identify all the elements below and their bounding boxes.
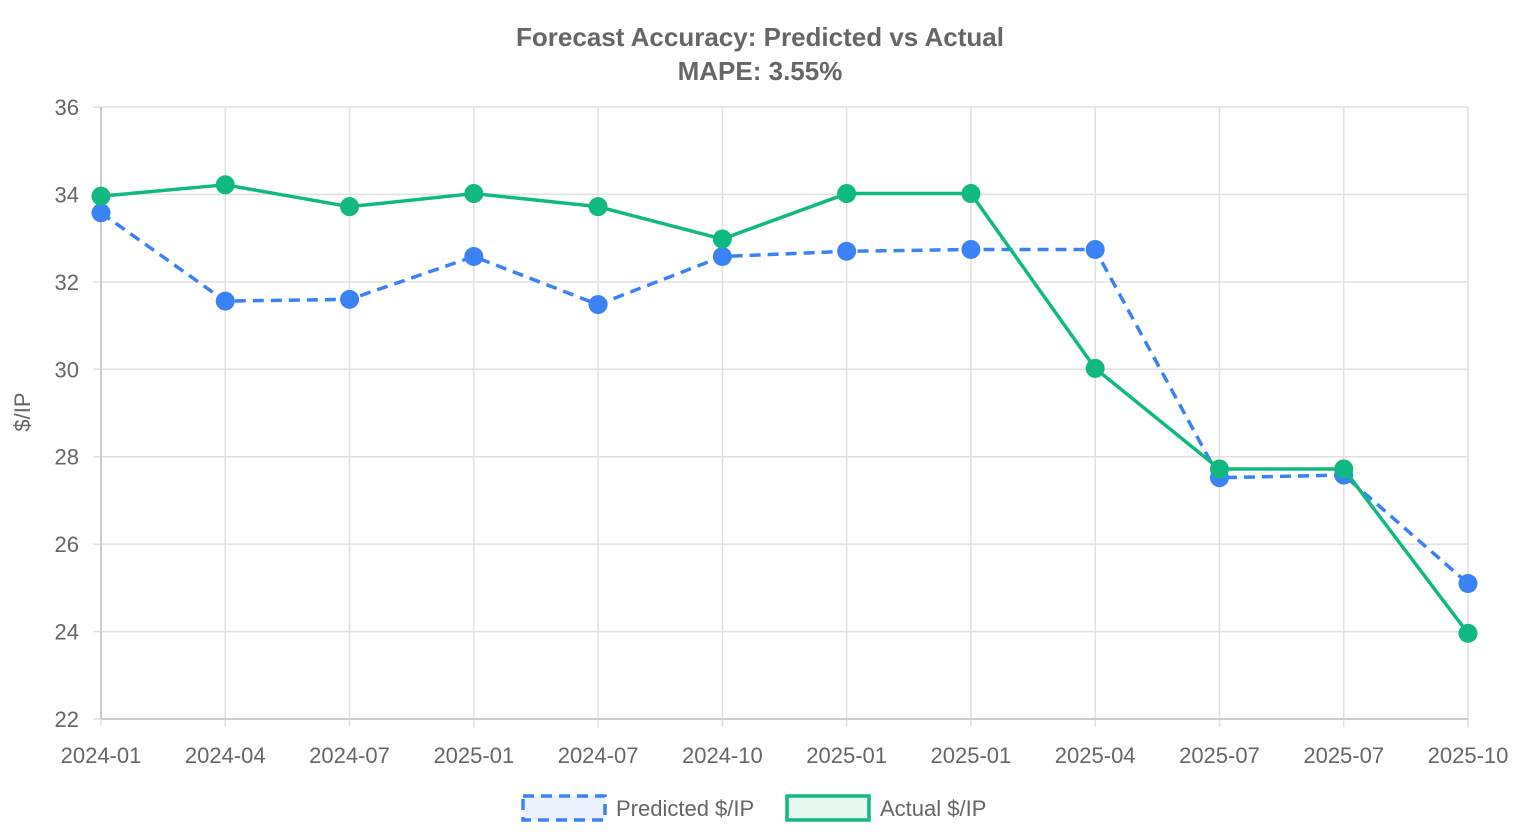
y-tick-label: 30 — [55, 357, 79, 382]
series-line-predicted — [99, 211, 1470, 585]
x-tick-label: 2024-07 — [558, 743, 639, 768]
y-tick-label: 32 — [55, 270, 79, 295]
data-point-predicted — [464, 247, 484, 267]
data-point-actual — [91, 186, 111, 206]
x-tick-label: 2024-10 — [682, 743, 763, 768]
x-tick-label: 2025-07 — [1303, 743, 1384, 768]
data-point-actual — [961, 184, 981, 204]
axes: 22 24 26 28 30 32 34 36 2024-01 2024-04 2024-07 202… — [55, 95, 1509, 768]
series-line-actual — [100, 183, 1470, 635]
x-tick-label: 2024-07 — [309, 743, 390, 768]
y-tick-label: 24 — [55, 620, 79, 645]
x-tick-label: 2025-01 — [433, 743, 514, 768]
data-point-actual — [1085, 358, 1105, 378]
data-point-predicted — [91, 203, 111, 223]
data-point-actual — [1458, 623, 1478, 643]
legend-swatch-predicted — [521, 794, 607, 822]
y-tick-label: 34 — [55, 182, 79, 207]
data-point-actual — [340, 197, 360, 217]
x-tick-label: 2024-01 — [61, 743, 142, 768]
x-tick-label: 2025-01 — [806, 743, 887, 768]
data-point-actual — [1209, 459, 1229, 479]
y-tick-label: 36 — [55, 95, 79, 120]
data-point-actual — [588, 197, 608, 217]
data-point-predicted — [712, 247, 732, 267]
x-tick-label: 2025-07 — [1179, 743, 1260, 768]
data-point-actual — [464, 184, 484, 204]
x-tick-label: 2025-04 — [1055, 743, 1136, 768]
data-point-predicted — [961, 240, 981, 260]
y-axis-label: $/IP — [10, 392, 35, 431]
x-tick-label: 2024-04 — [185, 743, 266, 768]
data-point-actual — [1334, 459, 1354, 479]
legend-item-predicted[interactable]: Predicted $/IP — [521, 794, 754, 822]
y-tick-label: 22 — [55, 707, 79, 732]
chart-subtitle: MAPE: 3.55% — [678, 56, 843, 86]
chart-title: Forecast Accuracy: Predicted vs Actual — [516, 22, 1004, 52]
data-point-predicted — [588, 295, 608, 315]
legend-item-actual[interactable]: Actual $/IP — [785, 794, 986, 822]
y-tick-label: 28 — [55, 445, 79, 470]
data-point-actual — [837, 184, 857, 204]
legend-label-actual: Actual $/IP — [880, 796, 986, 821]
data-point-predicted — [837, 241, 857, 261]
legend-swatch-actual — [785, 794, 871, 822]
data-point-predicted — [215, 291, 235, 311]
x-tick-label: 2025-10 — [1428, 743, 1509, 768]
data-point-predicted — [1085, 240, 1105, 260]
data-point-predicted — [1458, 573, 1478, 593]
series-layer — [91, 175, 1478, 643]
y-tick-label: 26 — [55, 532, 79, 557]
x-tick-label: 2025-01 — [931, 743, 1012, 768]
data-point-actual — [215, 175, 235, 195]
data-point-actual — [712, 229, 732, 249]
data-point-predicted — [340, 289, 360, 309]
legend-label-predicted: Predicted $/IP — [616, 796, 754, 821]
legend[interactable]: Predicted $/IP Actual $/IP — [521, 794, 986, 822]
